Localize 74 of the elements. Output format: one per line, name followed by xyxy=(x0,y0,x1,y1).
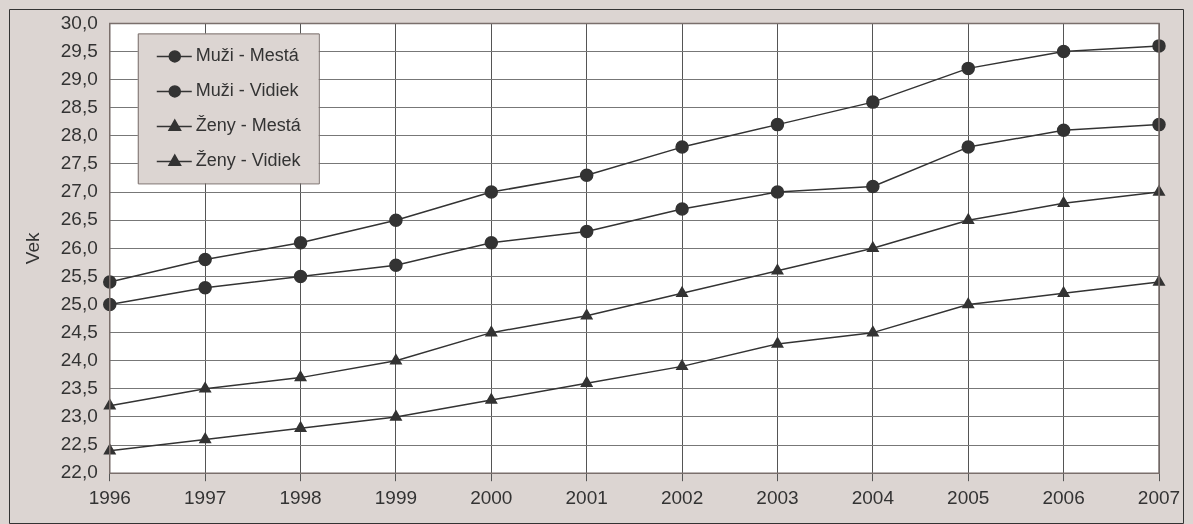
legend-label: Ženy - Vidiek xyxy=(195,150,302,171)
point xyxy=(294,370,307,382)
point xyxy=(866,325,879,337)
point xyxy=(1056,44,1071,59)
point xyxy=(962,297,975,309)
y-tick-label: 25,5 xyxy=(60,264,98,286)
y-tick-label: 27,5 xyxy=(60,152,98,174)
point xyxy=(675,140,689,154)
legend-label: Ženy - Mestá xyxy=(195,115,302,136)
x-tick-label: 2001 xyxy=(565,486,608,508)
point xyxy=(294,421,307,432)
y-tick-label: 29,5 xyxy=(60,39,98,61)
point xyxy=(484,235,499,250)
legend-label: Muži - Mestá xyxy=(195,45,300,66)
point xyxy=(199,382,212,393)
y-tick-label: 26,5 xyxy=(60,208,98,230)
point xyxy=(293,235,308,250)
y-axis-title: Vek xyxy=(21,231,43,265)
y-tick-label: 22,5 xyxy=(60,433,98,455)
x-tick-label: 1997 xyxy=(184,486,227,508)
y-tick-label: 23,0 xyxy=(60,405,98,427)
x-tick-label: 2002 xyxy=(660,486,704,508)
y-tick-label: 28,0 xyxy=(60,124,98,146)
point xyxy=(484,185,499,199)
y-tick-label: 28,5 xyxy=(60,95,98,117)
y-tick-label: 22,0 xyxy=(60,461,98,483)
x-tick-label: 2005 xyxy=(947,486,990,508)
point xyxy=(771,264,784,275)
point xyxy=(1057,196,1070,208)
point xyxy=(961,61,975,76)
point xyxy=(389,410,402,421)
point xyxy=(676,359,689,371)
y-tick-label: 24,5 xyxy=(60,320,98,342)
x-tick-label: 2007 xyxy=(1137,486,1181,508)
point xyxy=(579,224,594,239)
x-tick-label: 2006 xyxy=(1042,486,1085,508)
y-tick-label: 25,0 xyxy=(60,292,98,314)
x-tick-label: 1999 xyxy=(374,486,418,508)
point xyxy=(770,117,785,132)
x-tick-label: 2003 xyxy=(756,486,799,508)
point xyxy=(389,213,403,227)
x-tick-label: 1998 xyxy=(279,486,322,508)
point xyxy=(1057,286,1070,298)
point xyxy=(198,280,212,295)
point xyxy=(866,179,880,194)
point xyxy=(389,354,402,365)
point xyxy=(485,325,498,337)
point xyxy=(580,309,593,320)
legend-label: Muži - Vidiek xyxy=(195,80,300,101)
point xyxy=(198,252,212,267)
point xyxy=(771,337,784,348)
x-tick-label: 2000 xyxy=(470,486,513,508)
point xyxy=(961,140,975,154)
point xyxy=(579,168,594,182)
point xyxy=(676,286,689,298)
y-tick-label: 26,0 xyxy=(60,236,98,258)
x-tick-label: 1996 xyxy=(88,486,131,508)
point xyxy=(199,432,212,444)
x-tick-label: 2004 xyxy=(851,486,895,508)
point xyxy=(389,258,403,272)
y-tick-label: 30,0 xyxy=(60,11,98,33)
point xyxy=(866,95,880,109)
point xyxy=(866,241,879,253)
y-tick-label: 29,0 xyxy=(60,67,98,89)
y-tick-label: 23,5 xyxy=(60,377,98,399)
y-tick-label: 24,0 xyxy=(60,348,98,370)
point xyxy=(675,202,689,216)
point xyxy=(1056,123,1071,137)
point xyxy=(962,213,975,224)
y-tick-label: 27,0 xyxy=(60,180,98,202)
point xyxy=(293,269,308,284)
point xyxy=(485,393,498,404)
point xyxy=(580,376,593,387)
point xyxy=(770,185,785,199)
